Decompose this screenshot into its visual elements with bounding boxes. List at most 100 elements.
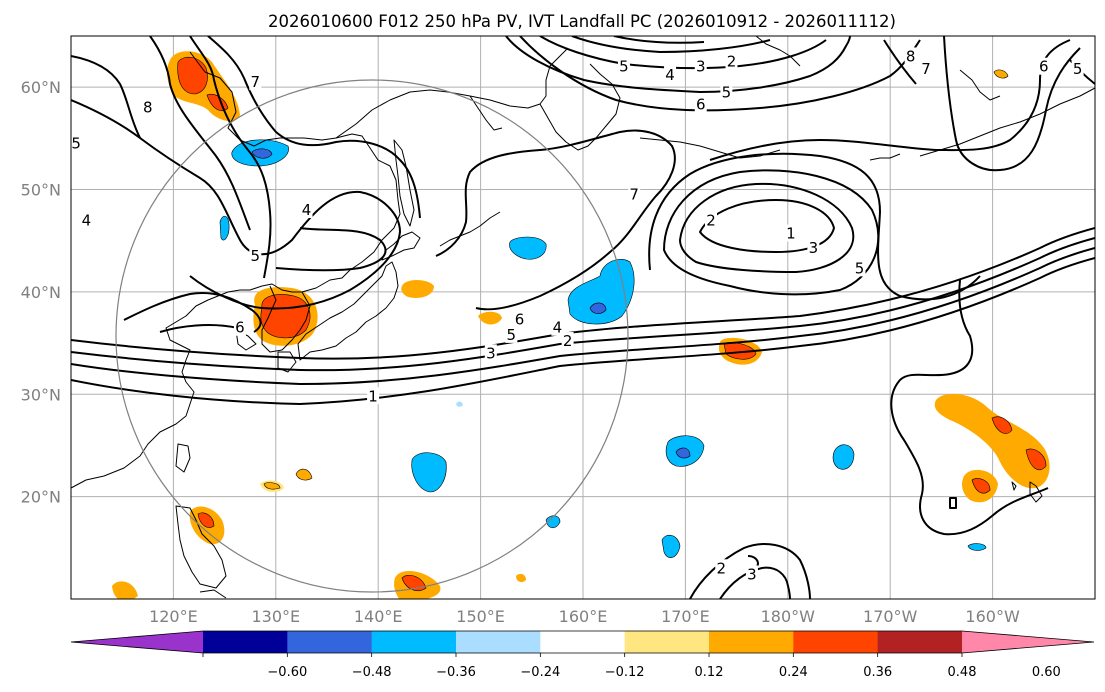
contour-label-bg — [71, 134, 83, 152]
contour-label-bg — [1037, 57, 1050, 75]
contour-label: 5 — [619, 58, 629, 76]
lat-label: 20°N — [21, 488, 61, 507]
contour-label: 1 — [368, 387, 378, 405]
colorbar-extend-max — [962, 631, 1094, 653]
contour-label: 5 — [722, 83, 732, 101]
contour-label-bg — [484, 344, 497, 362]
lat-label: 60°N — [21, 78, 61, 97]
landfall-region-circle — [115, 79, 629, 593]
contour-label-bg — [664, 65, 677, 83]
contour-label: 4 — [302, 201, 312, 219]
colorbar-tick-label: −0.60 — [267, 665, 307, 680]
colorbar-tick-label: 0.24 — [779, 665, 808, 680]
colorbar-segment — [877, 631, 963, 653]
colorbar-tick-label: 0.12 — [695, 665, 724, 680]
contour-label-bg — [715, 559, 728, 577]
contour-label-bg — [300, 201, 313, 219]
contour-label: 2 — [716, 559, 726, 577]
colorbar-segment — [709, 631, 794, 653]
contour-label: 6 — [515, 311, 525, 329]
contour-label-bg — [141, 98, 154, 116]
colorbar-tick-label: −0.12 — [605, 665, 645, 680]
contour-label-bg — [705, 211, 717, 229]
contour-label-bg — [853, 259, 866, 277]
lat-label: 40°N — [21, 283, 61, 302]
colorbar: −0.60 −0.48 −0.36 −0.24 −0.12 0.12 0.24 0.36 0.4… — [70, 630, 1095, 680]
contour-label-bg — [367, 387, 380, 405]
pv-shading — [112, 51, 1050, 599]
contour-label: 2 — [727, 53, 737, 71]
contour-label: 4 — [553, 319, 563, 337]
contour-label-bg — [784, 224, 797, 242]
lon-label: 180°W — [761, 607, 816, 626]
map-border — [70, 35, 1096, 600]
contour-label-bg — [249, 73, 262, 91]
contour-label-bg — [617, 57, 630, 75]
colorbar-tick-label: −0.36 — [436, 665, 476, 680]
contour-label: 2 — [563, 332, 573, 350]
contour-label: 5 — [71, 134, 81, 152]
contour-label-bg — [904, 47, 917, 65]
contour-label: 7 — [251, 73, 261, 91]
contour-label-bg — [920, 59, 933, 77]
contour-label-bg — [1071, 59, 1084, 77]
contour-label-bg — [80, 211, 93, 229]
lon-label: 120°E — [149, 607, 198, 626]
colorbar-tick-label: 0.36 — [863, 665, 892, 680]
contour-label: 4 — [665, 66, 675, 84]
contour-label-bg — [505, 325, 518, 343]
colorbar-extend-min — [71, 631, 203, 653]
pv-positive-korea — [253, 287, 318, 346]
lon-label: 150°E — [456, 607, 505, 626]
contour-label: 3 — [696, 58, 706, 76]
latitude-labels: 60°N 50°N 40°N 30°N 20°N — [21, 78, 61, 506]
lon-label: 170°E — [661, 607, 710, 626]
contour-label: 6 — [1039, 58, 1049, 76]
colorbar-segment — [624, 631, 710, 653]
contour-label: 6 — [235, 319, 245, 337]
contour-label-bg — [720, 83, 733, 101]
lat-label: 50°N — [21, 181, 61, 200]
contour-label-bg — [694, 57, 707, 75]
contour-label: 8 — [143, 99, 153, 117]
contour-label-bg — [807, 238, 820, 256]
contour-label: 7 — [921, 60, 931, 78]
colorbar-segment — [793, 631, 879, 653]
map-title: 2026010600 F012 250 hPa PV, IVT Landfall… — [268, 12, 896, 31]
colorbar-tick-label: −0.24 — [520, 665, 560, 680]
contour-label-bg — [694, 95, 707, 113]
contour-label-bg — [628, 185, 641, 203]
contour-label-bg — [233, 318, 246, 336]
colorbar-tick-label: 0.60 — [1032, 665, 1061, 680]
colorbar-segment — [203, 631, 288, 653]
contour-label: 3 — [747, 565, 757, 583]
contour-label-bg — [725, 52, 738, 70]
pv-positive-central-pacific — [934, 393, 1050, 503]
coastlines — [71, 36, 1095, 599]
colorbar-segment — [371, 631, 457, 653]
contour-label: 3 — [809, 239, 819, 257]
contour-label: 3 — [486, 344, 496, 362]
contour-label-bg — [561, 332, 574, 350]
colorbar-segment — [287, 631, 373, 653]
lat-label: 30°N — [21, 385, 61, 404]
colorbar-segment — [540, 631, 626, 653]
lon-label: 130°E — [251, 607, 300, 626]
contour-label: 4 — [82, 211, 92, 229]
contour-label: 5 — [855, 259, 865, 277]
contour-label: 6 — [696, 96, 706, 114]
contour-label-bg — [513, 310, 526, 328]
contour-label: 5 — [251, 247, 261, 265]
longitude-labels: 120°E 130°E 140°E 150°E 160°E 170°E 180°W 170°W… — [149, 607, 1020, 626]
contour-label-bg — [249, 247, 262, 265]
contour-label: 2 — [706, 211, 716, 229]
contour-label-bg — [551, 318, 564, 336]
contour-label: 5 — [1073, 60, 1083, 78]
colorbar-tick-label: 0.48 — [948, 665, 977, 680]
contour-label: 8 — [906, 47, 916, 65]
colorbar-tick-label: −0.48 — [352, 665, 392, 680]
colorbar-segment — [456, 631, 541, 653]
lon-label: 170°W — [863, 607, 918, 626]
